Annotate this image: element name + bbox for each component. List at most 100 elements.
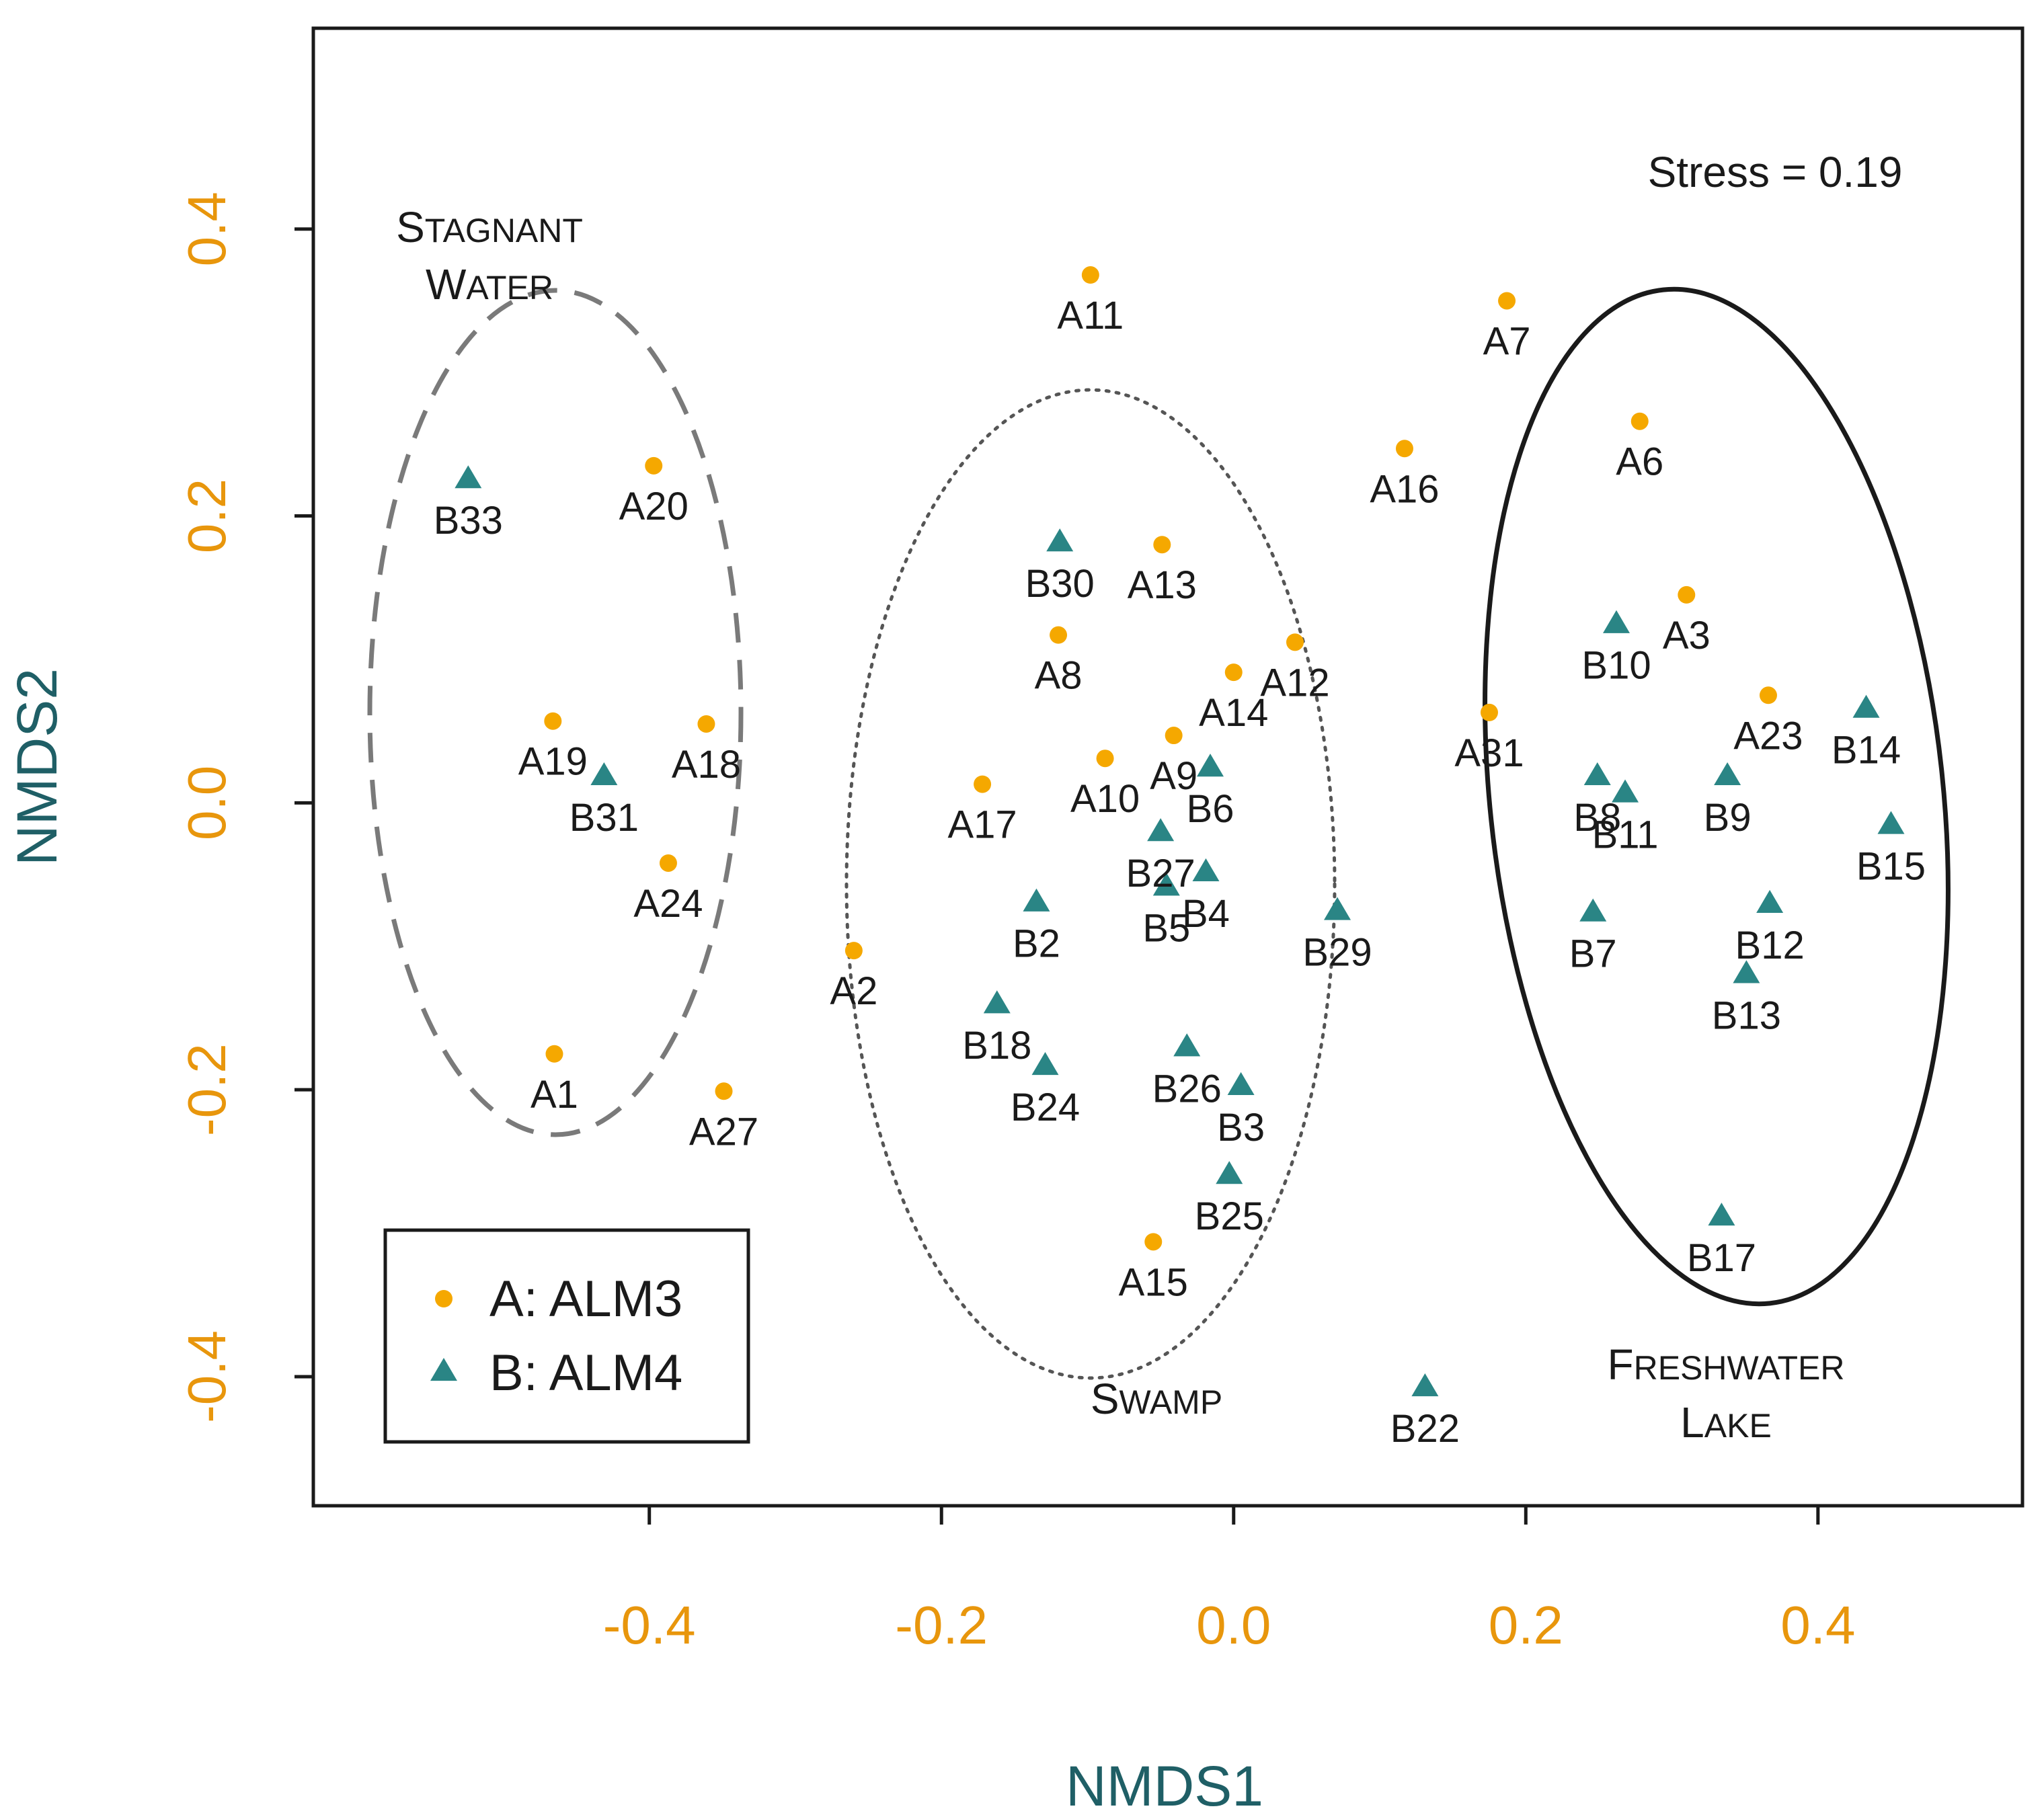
point-label: A10: [1070, 777, 1140, 821]
point-marker: [1603, 610, 1630, 633]
x-axis-title: NMDS1: [1066, 1754, 1263, 1818]
point-label: A27: [689, 1110, 758, 1154]
point-b8: B8: [1573, 762, 1621, 840]
point-label: A19: [518, 740, 588, 784]
point-a16: A16: [1370, 440, 1440, 511]
point-marker: [1216, 1161, 1243, 1184]
point-marker: [1877, 811, 1905, 834]
point-label: A18: [672, 743, 741, 786]
point-b3: B3: [1217, 1072, 1265, 1149]
y-axis: -0.4 -0.2 0.0 0.2 0.4: [177, 192, 315, 1423]
legend-marker: [430, 1358, 457, 1381]
point-a31: A31: [1454, 703, 1524, 775]
point-marker: [974, 775, 992, 793]
point-a20: A20: [619, 456, 689, 528]
y-tick-label: 0.0: [177, 766, 237, 840]
point-label: B24: [1011, 1086, 1080, 1129]
point-marker: [1852, 694, 1880, 718]
point-marker: [1395, 440, 1413, 458]
point-marker: [1165, 727, 1183, 745]
point-a24: A24: [633, 854, 703, 926]
y-tick-label: -0.4: [177, 1330, 237, 1423]
point-b25: B25: [1195, 1161, 1264, 1238]
y-tick-label: 0.4: [177, 192, 237, 266]
point-b15: B15: [1856, 811, 1926, 888]
point-b6: B6: [1187, 754, 1234, 831]
point-marker: [1286, 633, 1304, 651]
y-tick-label: -0.2: [177, 1043, 237, 1136]
point-a1: A1: [530, 1045, 578, 1117]
point-a10: A10: [1070, 750, 1140, 821]
point-label: B25: [1195, 1195, 1264, 1238]
point-marker: [1153, 536, 1171, 554]
x-tick-label: 0.2: [1489, 1595, 1563, 1655]
legend: A: ALM3 B: ALM4: [383, 1228, 750, 1444]
point-a11: A11: [1057, 266, 1124, 337]
point-label: B2: [1013, 922, 1060, 966]
point-marker: [1031, 1052, 1059, 1076]
legend-item-b: B: ALM4: [430, 1344, 682, 1402]
point-a7: A7: [1483, 292, 1531, 363]
point-marker: [715, 1082, 733, 1100]
legend-box: [383, 1228, 750, 1444]
point-label: B14: [1832, 729, 1901, 772]
point-a15: A15: [1119, 1233, 1188, 1304]
point-label: A3: [1663, 614, 1711, 657]
point-a27: A27: [689, 1082, 758, 1154]
point-label: B31: [569, 796, 639, 840]
point-marker: [544, 712, 562, 730]
legend-label: A: ALM3: [489, 1270, 682, 1328]
point-label: B6: [1187, 787, 1234, 831]
point-b7: B7: [1569, 898, 1617, 976]
point-label: B9: [1704, 796, 1752, 840]
point-marker: [1630, 412, 1649, 430]
freshwater-lake-label-line1: FRESHWATER: [1608, 1340, 1845, 1389]
point-marker: [1224, 663, 1243, 682]
stagnant-water-label-line2: WATER: [426, 260, 553, 309]
point-b24: B24: [1011, 1052, 1080, 1129]
point-b17: B17: [1687, 1203, 1756, 1280]
point-label: B15: [1856, 844, 1926, 888]
point-marker: [659, 854, 677, 872]
point-b2: B2: [1013, 888, 1060, 966]
y-tick-label: 0.2: [177, 479, 237, 553]
swamp-ellipse: [844, 388, 1337, 1380]
point-a18: A18: [672, 715, 741, 786]
point-marker: [1583, 762, 1611, 786]
point-marker: [1480, 703, 1498, 721]
point-label: A17: [947, 803, 1017, 847]
x-tick-label: 0.4: [1780, 1595, 1855, 1655]
point-label: A2: [830, 969, 877, 1013]
point-b10: B10: [1581, 610, 1651, 688]
y-axis-title: NMDS2: [5, 668, 69, 866]
group-ellipses: [367, 286, 1951, 1380]
point-b13: B13: [1712, 960, 1781, 1037]
point-b4: B4: [1182, 858, 1230, 936]
point-a19: A19: [518, 712, 588, 784]
freshwater-lake-label-line2: LAKE: [1680, 1398, 1772, 1447]
point-marker: [1612, 779, 1639, 803]
point-marker: [1733, 960, 1760, 983]
point-b9: B9: [1704, 762, 1752, 840]
point-b30: B30: [1025, 528, 1095, 606]
point-label: B22: [1390, 1407, 1460, 1451]
point-marker: [1756, 889, 1784, 913]
point-marker: [1759, 686, 1777, 704]
legend-item-a: A: ALM3: [435, 1270, 682, 1328]
point-marker: [1023, 888, 1050, 912]
group-labels: STAGNANT WATER SWAMP FRESHWATER LAKE: [396, 203, 1844, 1447]
point-marker: [545, 1045, 563, 1063]
point-label: A16: [1370, 467, 1439, 511]
point-a17: A17: [947, 775, 1017, 847]
point-label: B5: [1142, 906, 1190, 950]
point-label: B4: [1182, 892, 1230, 936]
point-label: B13: [1712, 994, 1781, 1037]
point-b27: B27: [1126, 818, 1195, 895]
point-marker: [1714, 762, 1741, 786]
point-b12: B12: [1735, 889, 1805, 967]
point-b29: B29: [1302, 897, 1372, 975]
point-a6: A6: [1616, 412, 1663, 484]
point-label: B7: [1569, 932, 1617, 976]
point-label: A14: [1199, 691, 1268, 735]
point-marker: [590, 762, 618, 786]
